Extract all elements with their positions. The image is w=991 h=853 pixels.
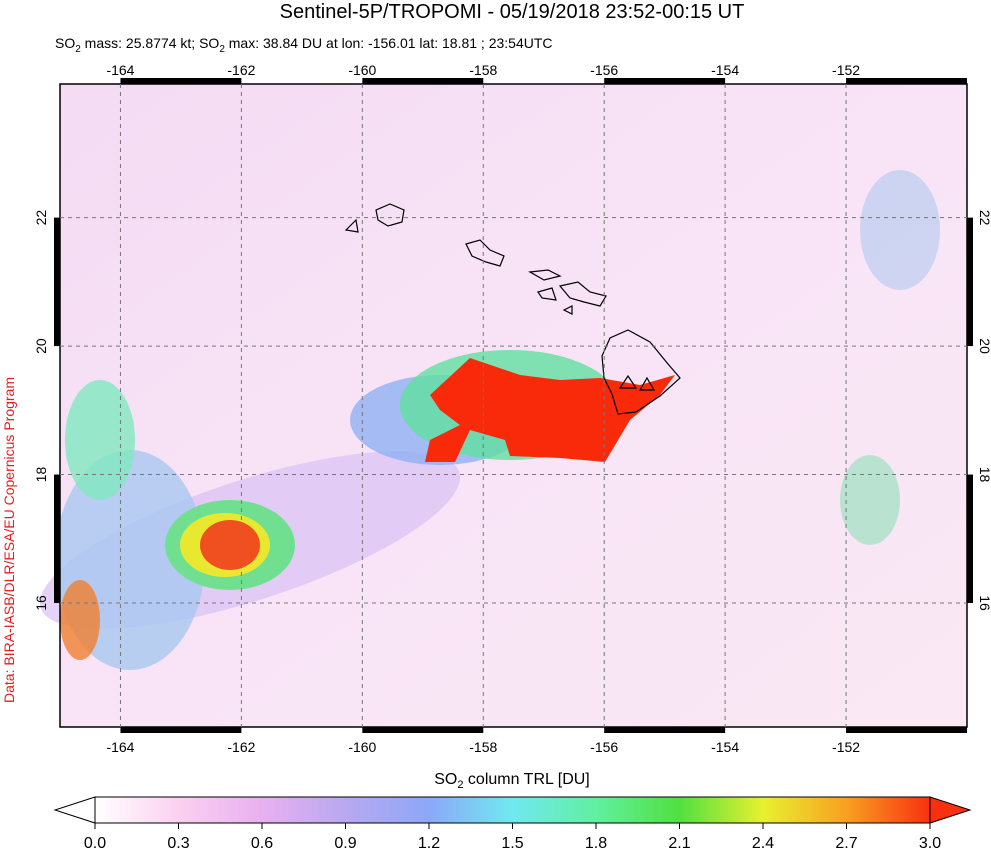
border-band: [120, 727, 242, 733]
border-band: [120, 78, 242, 84]
colorbar-label-part: 2: [457, 779, 463, 791]
colorbar: [94, 796, 931, 824]
subtitle: SO2 mass: 25.8774 kt; SO2 max: 38.84 DU …: [55, 35, 553, 55]
lat-tick-label: 20: [33, 338, 49, 354]
lon-tick-label: -158: [469, 739, 497, 755]
border-band: [846, 727, 967, 733]
colorbar-tick-label: 3.0: [919, 835, 941, 852]
colorbar-tick-label: 2.4: [752, 835, 774, 852]
colorbar-label-part: SO: [434, 771, 457, 788]
colorbar-tick-label: 0.0: [84, 835, 106, 852]
border-band: [362, 78, 484, 84]
lon-tick-label: -152: [832, 739, 860, 755]
map-frame: [59, 83, 968, 728]
lon-tick-label: -156: [590, 739, 618, 755]
lon-tick-label: -162: [227, 739, 255, 755]
border-band: [54, 474, 60, 604]
subtitle-part: mass: 25.8774 kt; SO: [81, 35, 220, 51]
colorbar-label: SO2 column TRL [DU]: [434, 771, 590, 791]
lat-tick-label: 18: [33, 467, 49, 483]
lon-tick-label: -154: [711, 739, 739, 755]
lat-tick-label: 22: [33, 210, 49, 226]
border-band: [604, 78, 726, 84]
lon-tick-label: -160: [348, 739, 376, 755]
border-band: [967, 474, 973, 604]
colorbar-tick-label: 1.8: [585, 835, 607, 852]
colorbar-arrow: [53, 796, 96, 824]
colorbar-tick-label: 1.2: [418, 835, 440, 852]
lon-tick-label: -164: [106, 739, 134, 755]
border-band: [54, 217, 60, 347]
colorbar-arrow: [929, 796, 972, 824]
border-band: [604, 727, 726, 733]
lat-tick-label: 20: [977, 338, 991, 354]
lon-tick-label: -154: [711, 62, 739, 78]
border-band: [967, 217, 973, 347]
colorbar-tick-label: 1.5: [501, 835, 523, 852]
subtitle-part: SO: [55, 35, 75, 51]
lon-tick-label: -156: [590, 62, 618, 78]
border-band: [362, 727, 484, 733]
colorbar-tick-label: 0.6: [251, 835, 273, 852]
subtitle-part: 2: [75, 44, 81, 55]
lon-tick-label: -164: [106, 62, 134, 78]
colorbar-label-part: column TRL [DU]: [463, 771, 589, 788]
lat-tick-label: 18: [977, 467, 991, 483]
lon-tick-label: -162: [227, 62, 255, 78]
subtitle-part: 2: [219, 44, 225, 55]
coastlines: [344, 203, 681, 415]
colorbar-tick-label: 2.7: [835, 835, 857, 852]
lon-tick-label: -152: [832, 62, 860, 78]
lon-tick-label: -158: [469, 62, 497, 78]
lon-tick-label: -160: [348, 62, 376, 78]
credit: Data: BIRA-IASB/DLR/ESA/EU Copernicus Pr…: [1, 377, 17, 703]
title: Sentinel-5P/TROPOMI - 05/19/2018 23:52-0…: [280, 1, 745, 23]
lat-tick-label: 22: [977, 210, 991, 226]
lat-tick-label: 16: [977, 595, 991, 611]
lat-tick-label: 16: [33, 595, 49, 611]
colorbar-tick-label: 2.1: [668, 835, 690, 852]
map-field: [39, 84, 967, 727]
colorbar-tick-label: 0.9: [334, 835, 356, 852]
subtitle-part: max: 38.84 DU at lon: -156.01 lat: 18.81…: [225, 35, 553, 51]
border-band: [846, 78, 967, 84]
colorbar-tick-label: 0.3: [167, 835, 189, 852]
